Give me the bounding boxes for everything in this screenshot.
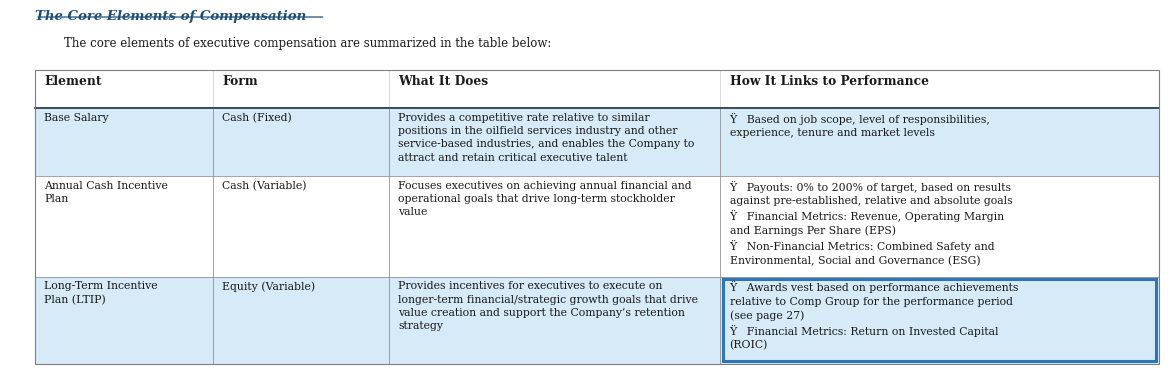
Text: Ÿ   Based on job scope, level of responsibilities,
experience, tenure and market: Ÿ Based on job scope, level of responsib… (730, 113, 991, 138)
Text: Equity (Variable): Equity (Variable) (222, 281, 316, 292)
Text: The Core Elements of Compensation: The Core Elements of Compensation (35, 10, 307, 23)
Text: How It Links to Performance: How It Links to Performance (730, 75, 929, 88)
Text: Focuses executives on achieving annual financial and
operational goals that driv: Focuses executives on achieving annual f… (398, 181, 692, 217)
Text: Long-Term Incentive
Plan (LTIP): Long-Term Incentive Plan (LTIP) (44, 281, 158, 305)
FancyBboxPatch shape (35, 70, 1159, 108)
Text: Provides a competitive rate relative to similar
positions in the oilfield servic: Provides a competitive rate relative to … (398, 113, 694, 163)
Text: Cash (Variable): Cash (Variable) (222, 181, 307, 191)
Text: Provides incentives for executives to execute on
longer-term financial/strategic: Provides incentives for executives to ex… (398, 281, 698, 331)
FancyBboxPatch shape (35, 108, 1159, 176)
FancyBboxPatch shape (35, 277, 1159, 364)
Text: What It Does: What It Does (398, 75, 488, 88)
Text: Ÿ   Awards vest based on performance achievements
relative to Comp Group for the: Ÿ Awards vest based on performance achie… (730, 281, 1019, 350)
Text: Element: Element (44, 75, 102, 88)
Text: Annual Cash Incentive
Plan: Annual Cash Incentive Plan (44, 181, 169, 204)
Text: Cash (Fixed): Cash (Fixed) (222, 113, 293, 123)
FancyBboxPatch shape (35, 176, 1159, 277)
Text: Form: Form (222, 75, 259, 88)
Text: Base Salary: Base Salary (44, 113, 109, 123)
Text: The core elements of executive compensation are summarized in the table below:: The core elements of executive compensat… (64, 37, 552, 50)
Text: Ÿ   Payouts: 0% to 200% of target, based on results
against pre-established, rel: Ÿ Payouts: 0% to 200% of target, based o… (730, 181, 1012, 266)
